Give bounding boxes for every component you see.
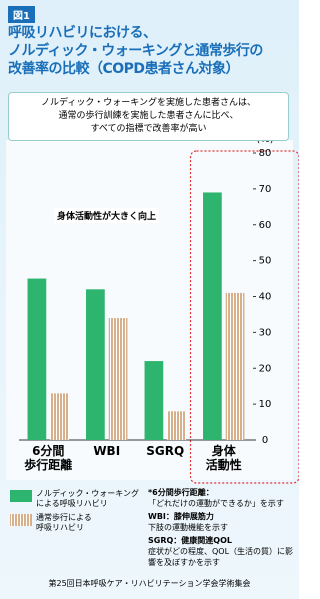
bar xyxy=(50,393,69,440)
x-tick-label: 身体 活動性 xyxy=(205,444,242,472)
y-tick-label: 10 xyxy=(259,399,272,410)
bar xyxy=(167,411,186,440)
bar xyxy=(144,361,164,440)
annotation: 身体活動性が大きく向上 xyxy=(54,208,160,223)
y-tick-label: 30 xyxy=(259,327,272,338)
legend-swatch xyxy=(10,490,32,502)
source: 第25回日本呼吸ケア・リハビリテーション学会学術集会 xyxy=(48,579,251,588)
note-term: WBI：膝伸展筋力 xyxy=(148,512,214,521)
x-tick-label: SGRQ xyxy=(146,444,185,458)
bar xyxy=(108,318,128,440)
bar xyxy=(27,278,47,440)
note-desc: 症状がどの程度、QOL（生活の質）に影響を及ぼすかを示す xyxy=(148,547,294,567)
chart-title: 呼吸リハビリにおける、 ノルディック・ウォーキングと通常歩行の 改善率の比較（C… xyxy=(8,25,263,77)
bar xyxy=(86,289,105,440)
subtitle: ノルディック・ウォーキングを実施した患者さんは、 通常の歩行訓練を実施した患者さ… xyxy=(8,92,289,141)
note: *6分間歩行距離： 「どれだけの運動ができるか」を示す xyxy=(148,487,296,509)
x-tick-label: 6分間 歩行距離 xyxy=(24,444,73,472)
badge: 図1 xyxy=(8,6,35,23)
note-term: SGRQ：健康関連QOL xyxy=(148,536,232,545)
y-tick-label: 70 xyxy=(259,184,272,195)
y-tick-label: 60 xyxy=(259,220,272,231)
note-desc: 「どれだけの運動ができるか」を示す xyxy=(148,499,284,508)
y-tick-label: 20 xyxy=(259,363,272,374)
bar xyxy=(203,192,222,440)
y-tick-label: 50 xyxy=(259,256,272,267)
note-term: *6分間歩行距離： xyxy=(148,488,214,497)
y-tick-label: 0 xyxy=(262,435,268,446)
legend-label: ノルディック・ウォーキング による呼吸リハビリ xyxy=(36,489,140,508)
x-tick-label: WBI xyxy=(93,444,121,458)
note: WBI：膝伸展筋力下肢の運動機能を示す xyxy=(148,511,296,533)
legend-label: 通常歩行による 呼吸リハビリ xyxy=(36,513,92,532)
y-tick-label: 80 xyxy=(259,148,272,159)
highlight-box xyxy=(189,150,299,484)
y-tick-label: 40 xyxy=(259,292,272,303)
bar xyxy=(225,292,245,440)
legend-swatch xyxy=(10,514,32,526)
note-desc: 下肢の運動機能を示す xyxy=(148,523,228,532)
note: SGRQ：健康関連QOL 症状がどの程度、QOL（生活の質）に影響を及ぼすかを示す xyxy=(148,535,296,568)
